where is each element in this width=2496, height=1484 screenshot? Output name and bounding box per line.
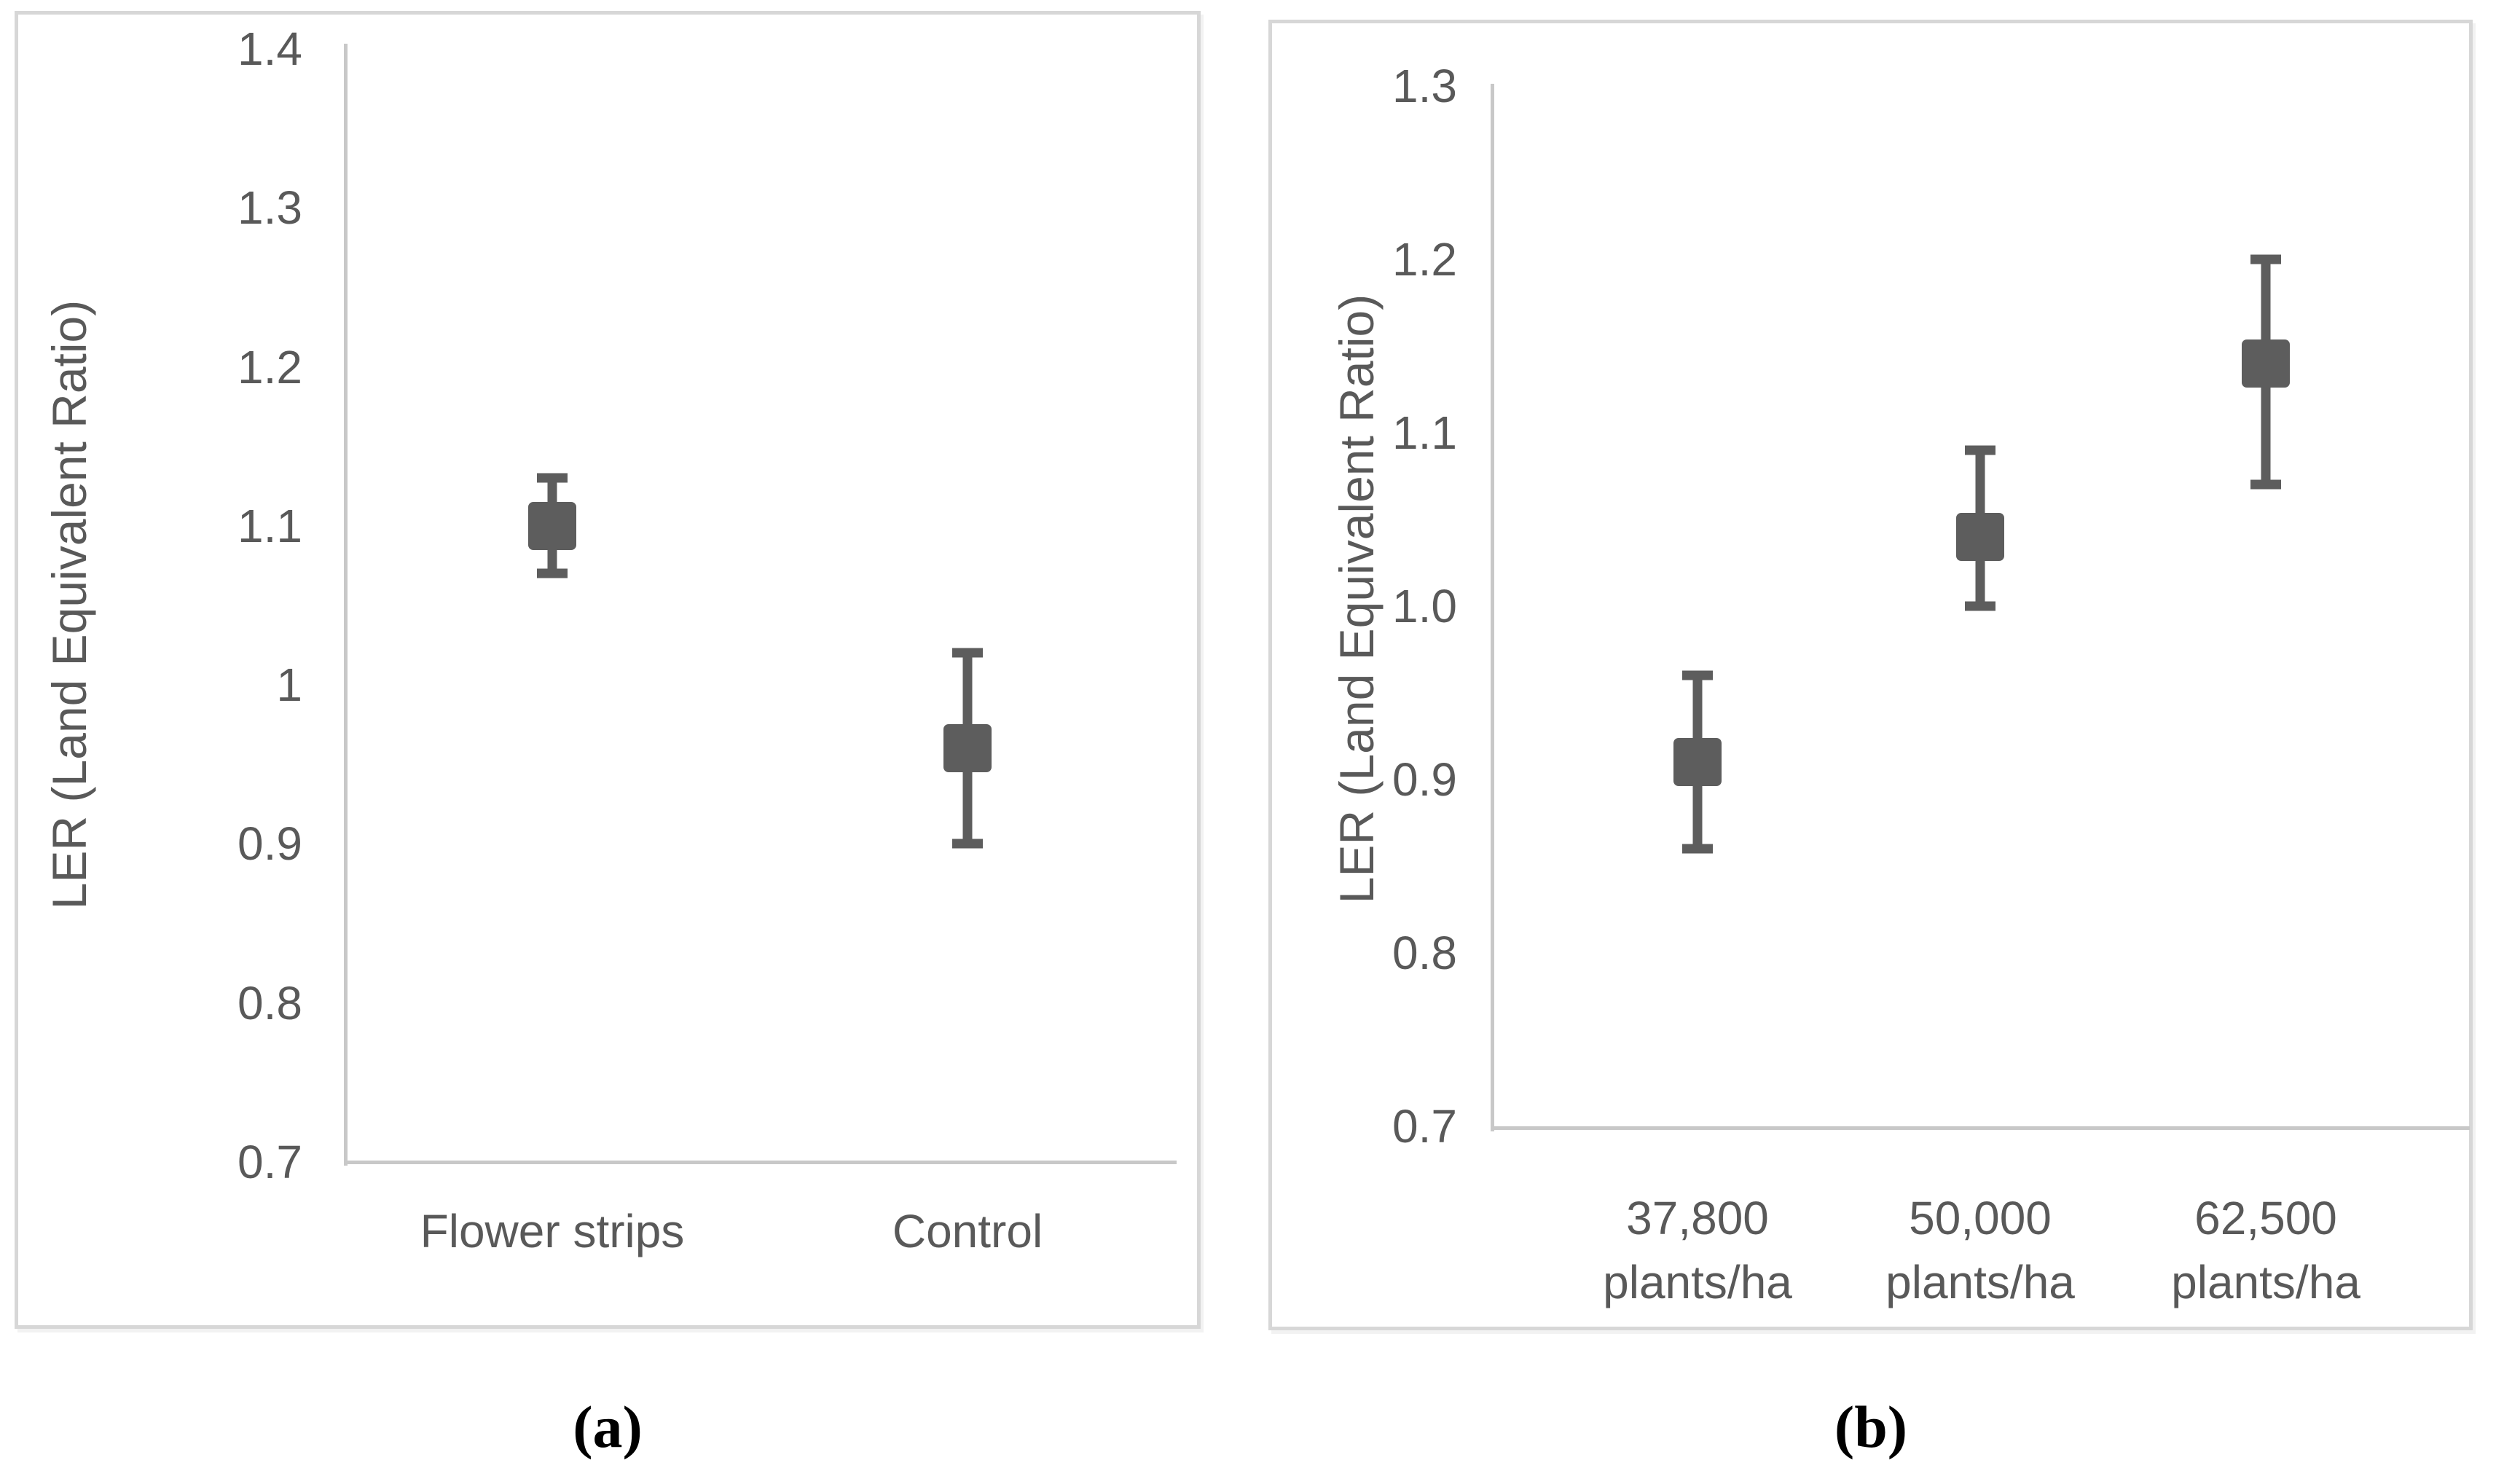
y-axis-line-b [1491,84,1494,1131]
error-cap-top [1965,445,1995,455]
caption-b: (b) [1834,1394,1908,1460]
chart-panel-a [15,11,1201,1329]
error-cap-bottom [1682,844,1713,854]
y-tick-label-b: 0.8 [1392,927,1457,979]
x-axis-line-b [1491,1126,2470,1130]
y-axis-title-a: LER (Land Equivalent Ratio) [42,299,96,910]
x-category-label-a: Flower strips [420,1205,685,1257]
marker-square [2242,339,2290,388]
x-category-label-b: 50,000 plants/ha [1885,1192,2075,1308]
y-tick-label-a: 1.3 [238,181,302,235]
error-cap-top [952,648,983,658]
y-tick-label-a: 0.8 [238,976,302,1029]
error-cap-top [1682,670,1713,680]
y-tick-label-b: 1.2 [1392,233,1457,286]
error-cap-top [537,473,568,483]
y-tick-label-a: 0.7 [238,1136,302,1188]
caption-a: (a) [573,1394,643,1460]
y-axis-line-a [344,44,348,1166]
x-category-label-b: 62,500 plants/ha [2171,1192,2360,1308]
error-cap-bottom [2250,479,2281,490]
x-axis-line-a [344,1161,1177,1164]
marker-square [528,501,576,550]
error-cap-top [2250,254,2281,264]
y-tick-label-b: 1.0 [1392,580,1457,632]
error-cap-bottom [1965,601,1995,611]
y-tick-label-a: 1.1 [238,499,302,552]
chart-panel-b [1268,20,2473,1330]
x-category-label-b: 37,800 plants/ha [1603,1192,1792,1308]
y-tick-label-a: 1.4 [238,23,302,75]
y-tick-label-b: 0.7 [1392,1100,1457,1153]
marker-square [1956,512,2004,561]
error-cap-bottom [952,839,983,849]
y-tick-label-b: 1.1 [1392,407,1457,459]
y-tick-label-a: 1.2 [238,340,302,393]
y-tick-label-a: 0.9 [238,817,302,871]
x-category-label-a: Control [892,1205,1043,1257]
marker-square [1673,738,1722,787]
y-tick-label-b: 0.9 [1392,753,1457,806]
error-cap-bottom [537,568,568,578]
y-tick-label-b: 1.3 [1392,60,1457,112]
marker-square [943,724,992,773]
y-tick-label-a: 1 [276,659,302,712]
